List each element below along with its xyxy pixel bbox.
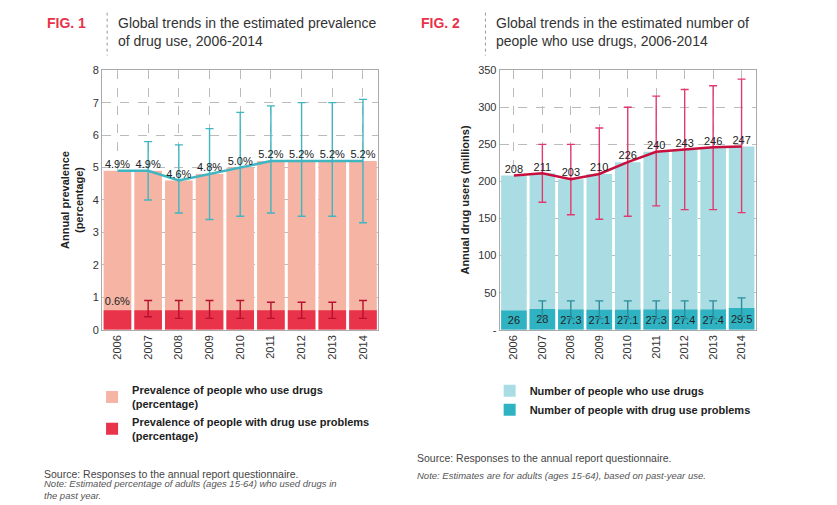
svg-text:2012: 2012 — [678, 335, 690, 359]
svg-text:Prevalence of people with drug: Prevalence of people with drug use probl… — [132, 416, 369, 442]
svg-text:27.1: 27.1 — [617, 314, 638, 326]
svg-text:6: 6 — [93, 129, 99, 141]
svg-text:2013: 2013 — [707, 335, 719, 359]
svg-text:250: 250 — [478, 138, 496, 150]
svg-text:243: 243 — [675, 137, 693, 149]
svg-text:Source: Responses to the annua: Source: Responses to the annual report q… — [417, 452, 672, 464]
svg-text:Number of people who use drugs: Number of people who use drugs — [530, 385, 704, 397]
svg-text:2007: 2007 — [536, 335, 548, 359]
svg-text:150: 150 — [478, 212, 496, 224]
svg-text:Number of people with drug use: Number of people with drug use problems — [530, 404, 751, 416]
svg-text:28: 28 — [536, 313, 548, 325]
svg-text:Global trends in the estimated: Global trends in the estimated prevalenc… — [118, 15, 377, 49]
svg-text:5: 5 — [93, 161, 99, 173]
svg-text:Annual drug users (millions): Annual drug users (millions) — [459, 125, 471, 274]
svg-text:FIG. 1: FIG. 1 — [47, 15, 86, 31]
svg-text:FIG. 2: FIG. 2 — [421, 15, 460, 31]
svg-text:2010: 2010 — [621, 335, 633, 359]
svg-text:4.9%: 4.9% — [105, 158, 130, 170]
svg-text:-: - — [493, 324, 497, 336]
svg-text:2007: 2007 — [142, 335, 154, 359]
svg-text:4.6%: 4.6% — [166, 168, 191, 180]
svg-text:2012: 2012 — [295, 335, 307, 359]
svg-text:27.1: 27.1 — [589, 314, 610, 326]
svg-text:350: 350 — [478, 64, 496, 76]
svg-text:27.3: 27.3 — [560, 314, 581, 326]
svg-text:246: 246 — [704, 135, 722, 147]
svg-text:2011: 2011 — [650, 335, 662, 359]
svg-text:0.6%: 0.6% — [105, 295, 130, 307]
svg-text:211: 211 — [534, 161, 552, 173]
svg-text:Source: Responses to the annua: Source: Responses to the annual report q… — [44, 468, 299, 480]
svg-text:8: 8 — [93, 64, 99, 76]
svg-text:5.2%: 5.2% — [258, 148, 283, 160]
svg-text:2010: 2010 — [234, 335, 246, 359]
svg-text:2013: 2013 — [326, 335, 338, 359]
svg-text:210: 210 — [590, 161, 608, 173]
svg-text:4.9%: 4.9% — [136, 158, 161, 170]
svg-text:50: 50 — [484, 287, 496, 299]
svg-text:240: 240 — [647, 139, 665, 151]
svg-text:200: 200 — [478, 175, 496, 187]
svg-text:2014: 2014 — [357, 335, 369, 359]
svg-text:29.5: 29.5 — [731, 313, 752, 325]
svg-text:Global trends in the estimated: Global trends in the estimated number of… — [496, 15, 749, 49]
svg-text:100: 100 — [478, 249, 496, 261]
svg-text:4.8%: 4.8% — [197, 161, 222, 173]
svg-text:Prevalence of people who use d: Prevalence of people who use drugs(perce… — [132, 384, 323, 410]
svg-text:2: 2 — [93, 259, 99, 271]
svg-text:5.2%: 5.2% — [289, 148, 314, 160]
svg-text:Note: Estimated percentage of: Note: Estimated percentage of adults (ag… — [44, 478, 337, 501]
svg-text:3: 3 — [93, 226, 99, 238]
svg-text:2011: 2011 — [264, 335, 276, 359]
svg-text:2009: 2009 — [593, 335, 605, 359]
svg-text:203: 203 — [562, 166, 580, 178]
svg-text:247: 247 — [732, 134, 750, 146]
svg-text:27.3: 27.3 — [645, 314, 666, 326]
svg-text:5.2%: 5.2% — [350, 148, 375, 160]
svg-text:27.4: 27.4 — [702, 314, 723, 326]
svg-text:208: 208 — [505, 163, 523, 175]
svg-text:27.4: 27.4 — [674, 314, 695, 326]
svg-text:26: 26 — [508, 314, 520, 326]
svg-text:5.2%: 5.2% — [320, 148, 345, 160]
svg-text:300: 300 — [478, 101, 496, 113]
svg-text:226: 226 — [619, 149, 637, 161]
svg-text:Annual prevalence(percentage): Annual prevalence(percentage) — [59, 151, 85, 249]
svg-text:2006: 2006 — [111, 335, 123, 359]
svg-text:4: 4 — [93, 194, 99, 206]
svg-text:0: 0 — [93, 324, 99, 336]
svg-text:2008: 2008 — [172, 335, 184, 359]
svg-text:7: 7 — [93, 96, 99, 108]
svg-text:2006: 2006 — [507, 335, 519, 359]
svg-text:2014: 2014 — [735, 335, 747, 359]
svg-text:5.0%: 5.0% — [228, 155, 253, 167]
svg-text:2008: 2008 — [564, 335, 576, 359]
svg-text:Note: Estimates are for adults: Note: Estimates are for adults (ages 15-… — [417, 470, 706, 481]
svg-text:1: 1 — [93, 291, 99, 303]
svg-text:2009: 2009 — [203, 335, 215, 359]
